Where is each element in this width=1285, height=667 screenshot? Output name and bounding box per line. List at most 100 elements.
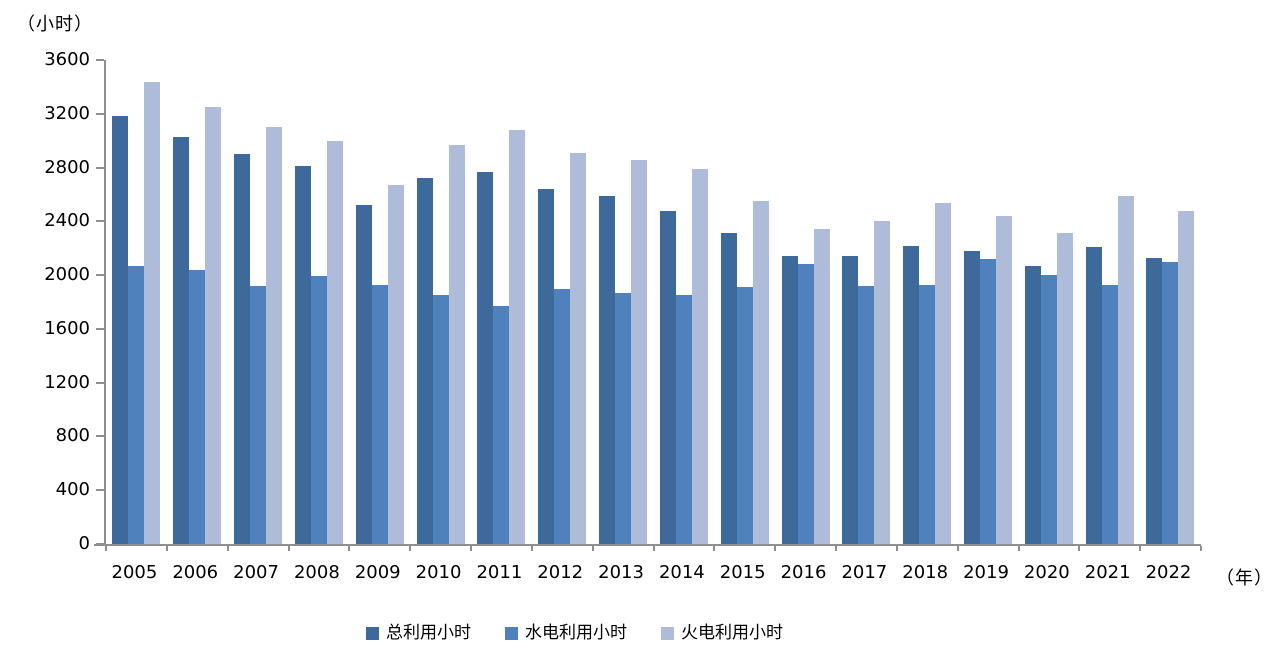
bar-group-2022 <box>1140 60 1201 544</box>
bar-水电利用小时-2022 <box>1162 261 1179 544</box>
y-axis-label-3600: 3600 <box>44 49 90 70</box>
legend-item-总利用小时: 总利用小时 <box>366 622 471 644</box>
bar-火电利用小时-2022 <box>1178 210 1195 544</box>
bar-火电利用小时-2012 <box>570 152 587 544</box>
bar-总利用小时-2012 <box>538 189 555 544</box>
bar-group-2017 <box>836 60 897 544</box>
bar-火电利用小时-2017 <box>874 221 891 544</box>
legend-item-火电利用小时: 火电利用小时 <box>661 622 783 644</box>
x-axis-tick <box>1017 546 1020 551</box>
bar-group-2008 <box>288 60 349 544</box>
x-axis-labels: 2005 2006 2007 2008 2009 2010 2011 2012 2013 2014… <box>104 562 1199 584</box>
bars-container <box>106 60 1201 544</box>
y-axis-label-2400: 2400 <box>44 210 90 232</box>
legend-label: 火电利用小时 <box>681 623 783 643</box>
legend-swatch-icon <box>366 626 379 640</box>
bar-总利用小时-2009 <box>355 205 372 544</box>
x-axis-label-2005: 2005 <box>111 562 158 583</box>
bar-水电利用小时-2012 <box>554 288 571 544</box>
bar-group-2015 <box>714 60 775 544</box>
bar-水电利用小时-2020 <box>1040 275 1057 544</box>
y-axis-tick-2000 <box>96 274 104 277</box>
x-axis-label-2013: 2013 <box>598 562 644 583</box>
y-axis-tick-1200 <box>96 381 104 384</box>
y-axis-label-0: 0 <box>78 533 90 554</box>
y-axis-label-400: 400 <box>55 479 90 501</box>
bar-火电利用小时-2006 <box>205 107 222 544</box>
y-axis-label-2800: 2800 <box>44 156 90 178</box>
bar-总利用小时-2007 <box>234 154 251 544</box>
x-axis-label-2019: 2019 <box>963 562 1009 583</box>
y-axis-tick-2800 <box>96 166 104 169</box>
bar-火电利用小时-2010 <box>448 144 465 544</box>
bar-水电利用小时-2016 <box>797 264 814 544</box>
bar-总利用小时-2017 <box>842 256 859 544</box>
x-axis-left-extension <box>94 544 106 546</box>
x-axis-label-2011: 2011 <box>476 562 523 583</box>
x-axis-tick <box>895 546 898 551</box>
bar-火电利用小时-2013 <box>631 159 648 544</box>
x-axis-unit-label: （年） <box>1216 568 1273 589</box>
x-axis-label-2021: 2021 <box>1084 562 1131 583</box>
legend-swatch-icon <box>505 626 518 640</box>
x-axis-tick <box>713 546 716 551</box>
y-axis-tick-2400 <box>96 220 104 223</box>
x-axis-tick <box>287 546 290 551</box>
x-axis-tick <box>774 546 777 551</box>
bar-总利用小时-2016 <box>781 256 798 544</box>
legend: 总利用小时 水电利用小时 火电利用小时 <box>366 622 783 644</box>
bar-group-2013 <box>593 60 654 544</box>
x-axis-label-2022: 2022 <box>1145 562 1192 583</box>
y-axis-label-2000: 2000 <box>44 264 90 286</box>
bar-group-2018 <box>897 60 958 544</box>
bar-水电利用小时-2011 <box>493 306 510 544</box>
legend-label: 总利用小时 <box>386 623 471 643</box>
bar-group-2021 <box>1079 60 1140 544</box>
bar-总利用小时-2008 <box>294 166 311 544</box>
bar-火电利用小时-2008 <box>326 140 343 544</box>
bar-总利用小时-2021 <box>1085 246 1102 544</box>
bar-总利用小时-2013 <box>599 195 616 544</box>
bar-group-2009 <box>349 60 410 544</box>
x-axis-label-2009: 2009 <box>354 562 401 583</box>
x-axis-label-2010: 2010 <box>415 562 462 583</box>
y-axis-tick-400 <box>96 489 104 492</box>
bar-水电利用小时-2017 <box>858 285 875 544</box>
bar-水电利用小时-2010 <box>432 295 449 544</box>
x-axis-tick <box>835 546 837 551</box>
bar-水电利用小时-2008 <box>310 276 327 544</box>
x-axis-label-2007: 2007 <box>233 562 279 583</box>
bar-总利用小时-2015 <box>720 233 737 544</box>
x-axis-label-2014: 2014 <box>658 562 705 583</box>
y-axis-tick-0 <box>96 543 104 545</box>
bar-火电利用小时-2007 <box>266 127 283 544</box>
bar-水电利用小时-2018 <box>919 284 936 544</box>
y-axis-label-800: 800 <box>55 425 90 447</box>
x-axis-tick <box>165 546 168 551</box>
bar-火电利用小时-2009 <box>387 185 404 544</box>
x-axis-label-2008: 2008 <box>293 562 340 583</box>
y-axis-tick-1600 <box>96 327 104 330</box>
bar-火电利用小时-2011 <box>509 129 526 544</box>
x-axis-tick <box>470 546 472 551</box>
bar-水电利用小时-2013 <box>615 292 632 544</box>
bar-group-2005 <box>106 60 167 544</box>
bar-水电利用小时-2019 <box>980 258 996 544</box>
x-axis-tick <box>105 546 107 551</box>
bar-火电利用小时-2021 <box>1117 195 1134 544</box>
y-axis-tick-3200 <box>96 112 104 115</box>
x-axis-tick <box>348 546 351 551</box>
bar-总利用小时-2018 <box>903 245 920 544</box>
y-axis-tick-800 <box>96 435 104 438</box>
x-axis-tick <box>1200 546 1202 551</box>
x-axis-tick <box>956 546 959 551</box>
bar-总利用小时-2019 <box>964 250 980 544</box>
bar-总利用小时-2006 <box>173 136 190 544</box>
bar-火电利用小时-2005 <box>144 81 161 544</box>
legend-item-水电利用小时: 水电利用小时 <box>505 622 627 644</box>
bar-group-2010 <box>410 60 471 544</box>
bar-总利用小时-2014 <box>659 210 676 544</box>
legend-swatch-icon <box>661 626 674 640</box>
bar-group-2016 <box>775 60 836 544</box>
